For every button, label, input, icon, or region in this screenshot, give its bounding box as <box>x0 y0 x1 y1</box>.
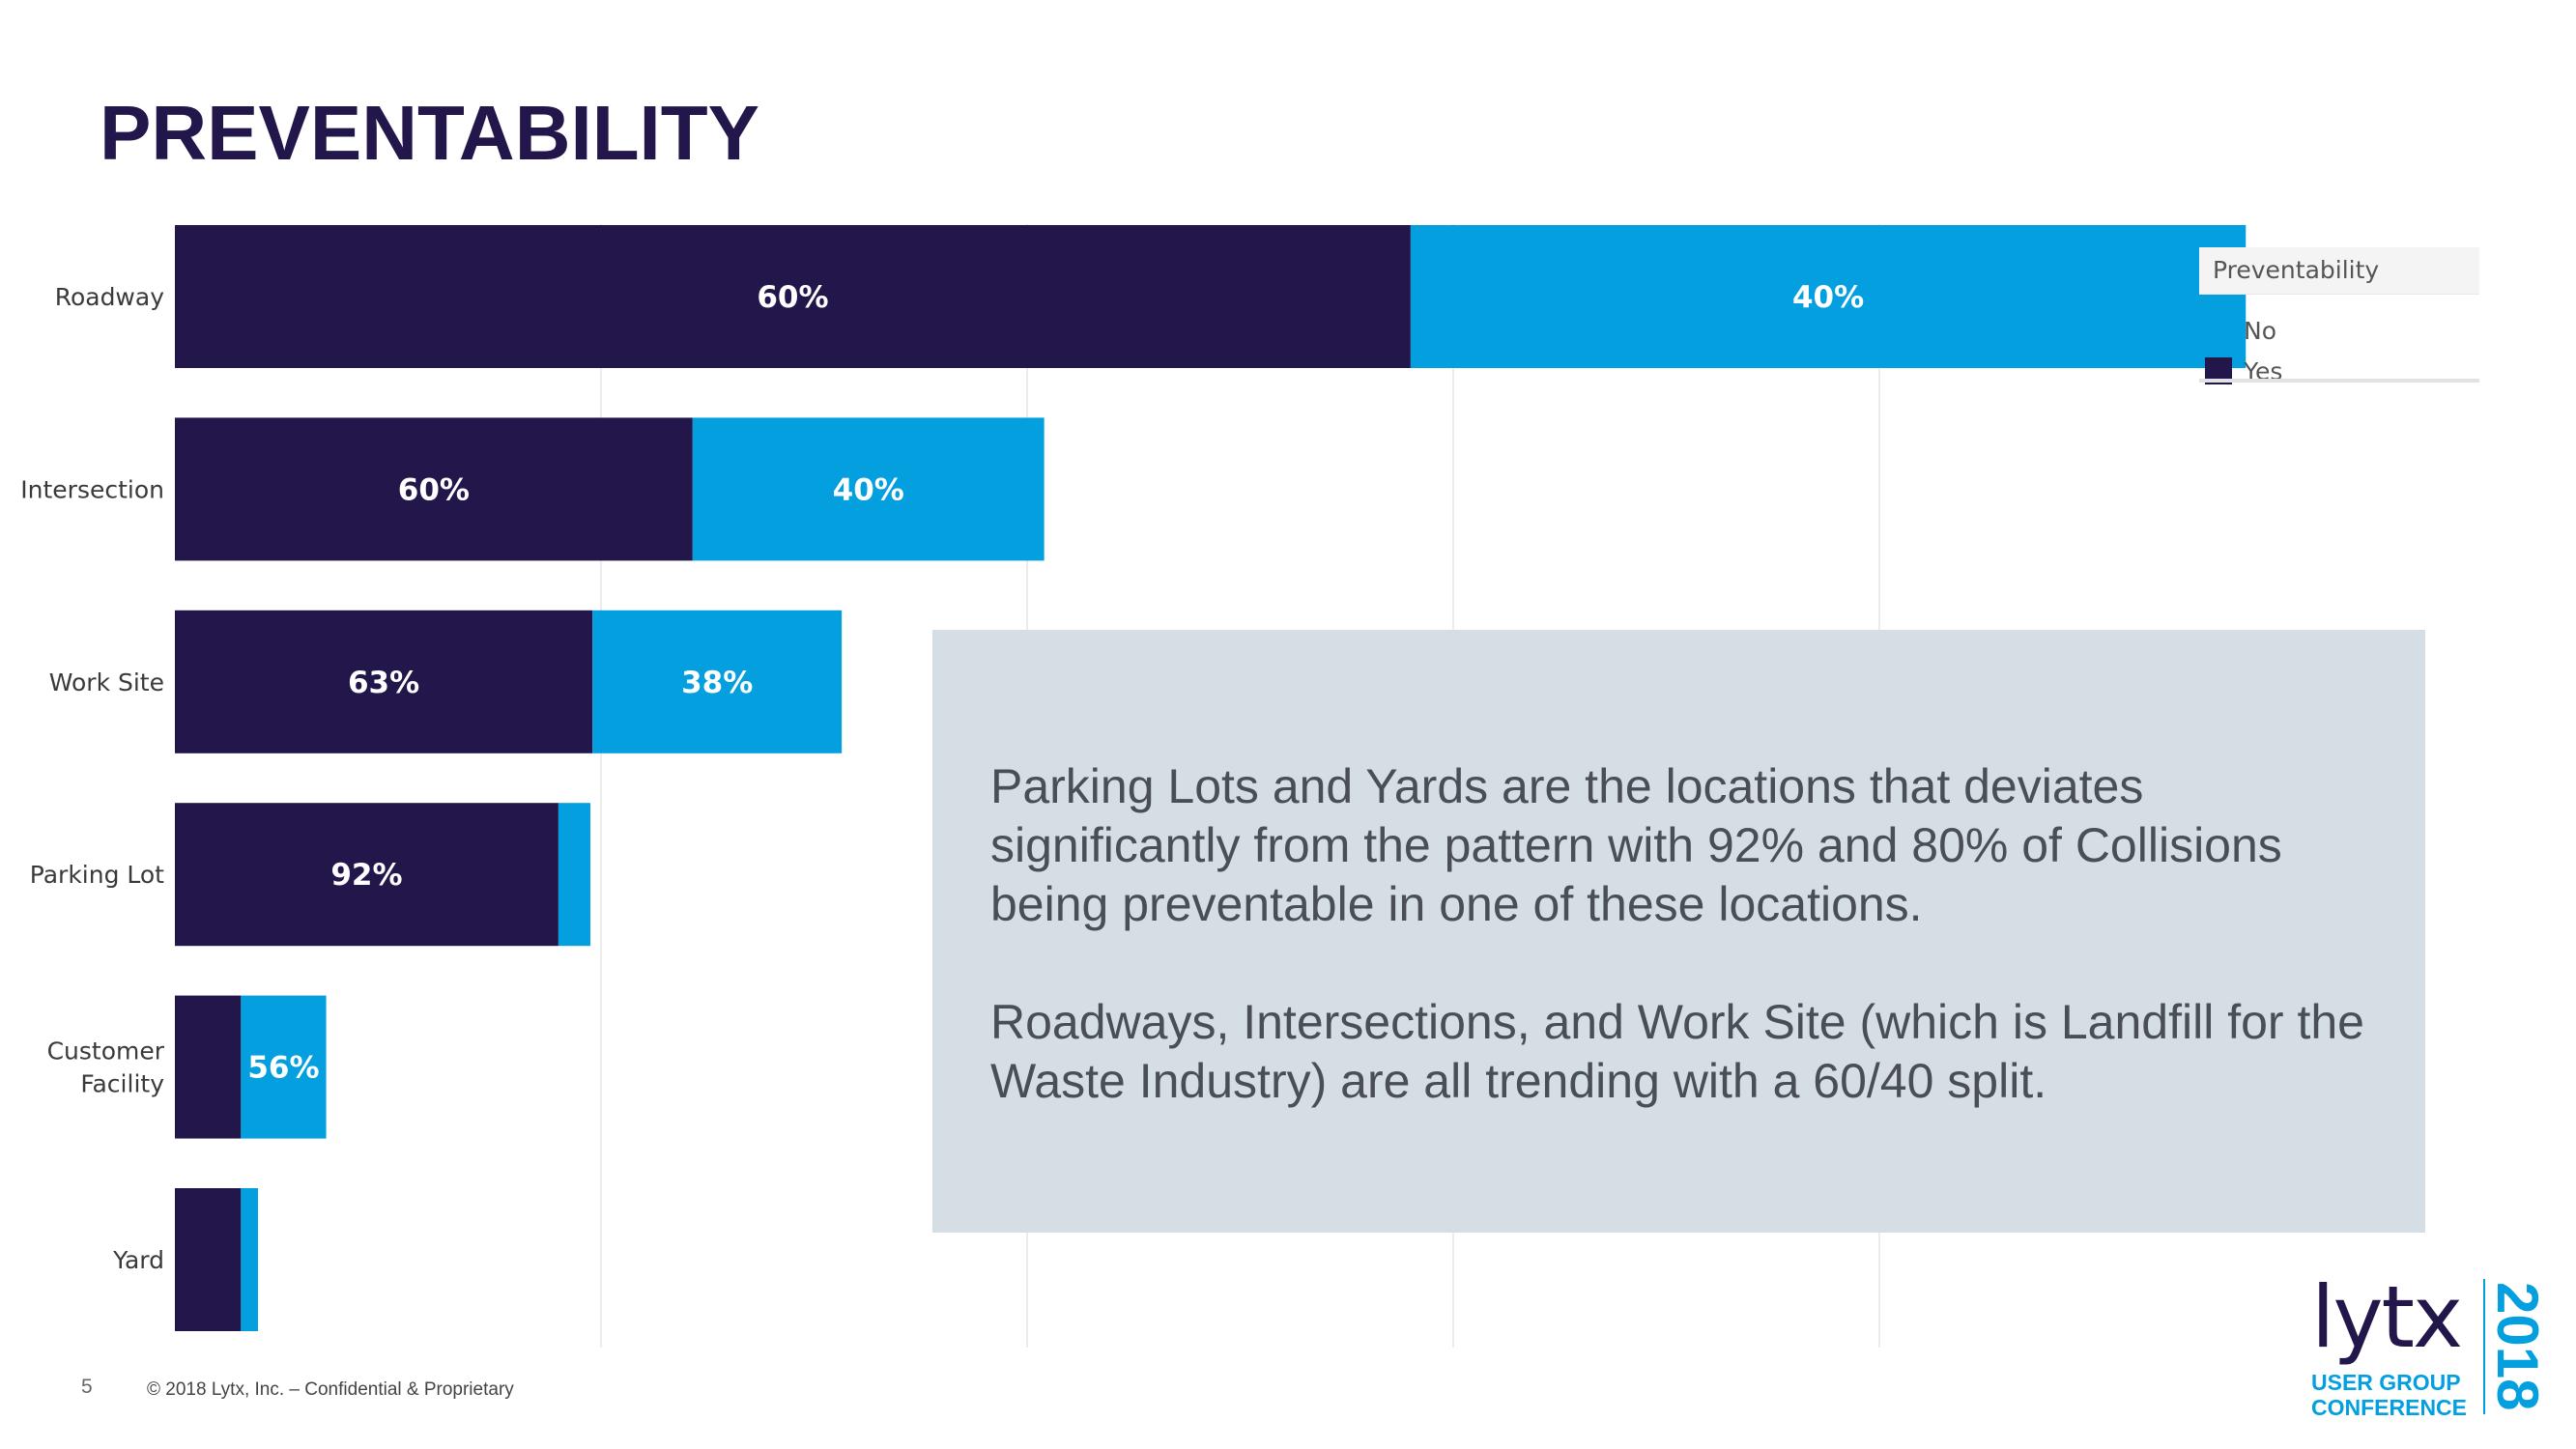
bars: 60% 40% 60% 40% 63% 38% 92% 56% <box>175 225 2247 1331</box>
legend-label-no: No <box>2244 316 2276 345</box>
bar-segment-yes[interactable] <box>175 995 242 1139</box>
bar-data-label: 40% <box>833 472 904 507</box>
logo-wordmark: lytx <box>2311 1267 2463 1367</box>
bar-segment-yes[interactable] <box>175 803 558 947</box>
logo-year: 2018 <box>2485 1282 2550 1411</box>
legend-item-no[interactable]: No <box>2205 315 2276 346</box>
insight-callout: Parking Lots and Yards are the locations… <box>932 630 2425 1233</box>
bar-segment-yes[interactable] <box>175 417 693 561</box>
bar-segment-no[interactable] <box>241 995 327 1139</box>
bar-data-label: 56% <box>247 1051 319 1086</box>
bar-data-label: 40% <box>1792 280 1864 315</box>
category-labels: Roadway Intersection Work Site Parking Lot C… <box>20 283 164 1274</box>
bar-segment-no[interactable] <box>692 417 1045 561</box>
callout-paragraph-2: Roadways, Intersections, and Work Site (… <box>990 995 2364 1108</box>
legend-header: Preventability <box>2199 247 2479 295</box>
page-title: PREVENTABILITY <box>100 90 760 176</box>
bar-segment-no[interactable] <box>241 1188 258 1331</box>
category-label: Parking Lot <box>30 861 164 889</box>
copyright-notice: © 2018 Lytx, Inc. – Confidential & Propr… <box>147 1379 514 1400</box>
legend-divider <box>2199 379 2479 383</box>
bar-segment-no[interactable] <box>1410 225 2247 368</box>
callout-paragraph-1: Parking Lots and Yards are the locations… <box>990 759 2282 931</box>
bar-segment-yes[interactable] <box>175 1188 242 1331</box>
category-label: Roadway <box>55 283 164 311</box>
bar-segment-no[interactable] <box>592 610 843 753</box>
page-number: 5 <box>81 1376 93 1398</box>
lytx-conference-logo: lytx USER GROUP CONFERENCE 2018 <box>2304 1267 2550 1420</box>
logo-line-conference: CONFERENCE <box>2311 1395 2468 1420</box>
legend-swatch-no <box>2205 317 2232 344</box>
bar-segment-yes[interactable] <box>175 225 1411 368</box>
bar-data-label: 60% <box>398 472 470 507</box>
category-label: Intersection <box>20 475 164 503</box>
bar-segment-no[interactable] <box>558 803 590 947</box>
logo-line-user-group: USER GROUP <box>2311 1370 2461 1395</box>
category-label: Yard <box>112 1246 164 1274</box>
bar-data-label: 60% <box>757 280 828 315</box>
bar-data-label: 63% <box>348 666 419 700</box>
legend-title: Preventability <box>2213 256 2380 284</box>
bar-data-label: 92% <box>330 858 402 893</box>
logo-divider <box>2483 1279 2485 1414</box>
legend: Preventability No Yes <box>2199 247 2479 385</box>
category-label: Customer Facility <box>47 1037 165 1098</box>
stacked-bar-chart: 60% 40% 60% 40% 63% 38% 92% 56% Roadway Intersec… <box>20 224 2247 1348</box>
bar-segment-yes[interactable] <box>175 610 593 753</box>
bar-data-label: 38% <box>681 666 753 700</box>
category-label: Work Site <box>49 668 164 696</box>
